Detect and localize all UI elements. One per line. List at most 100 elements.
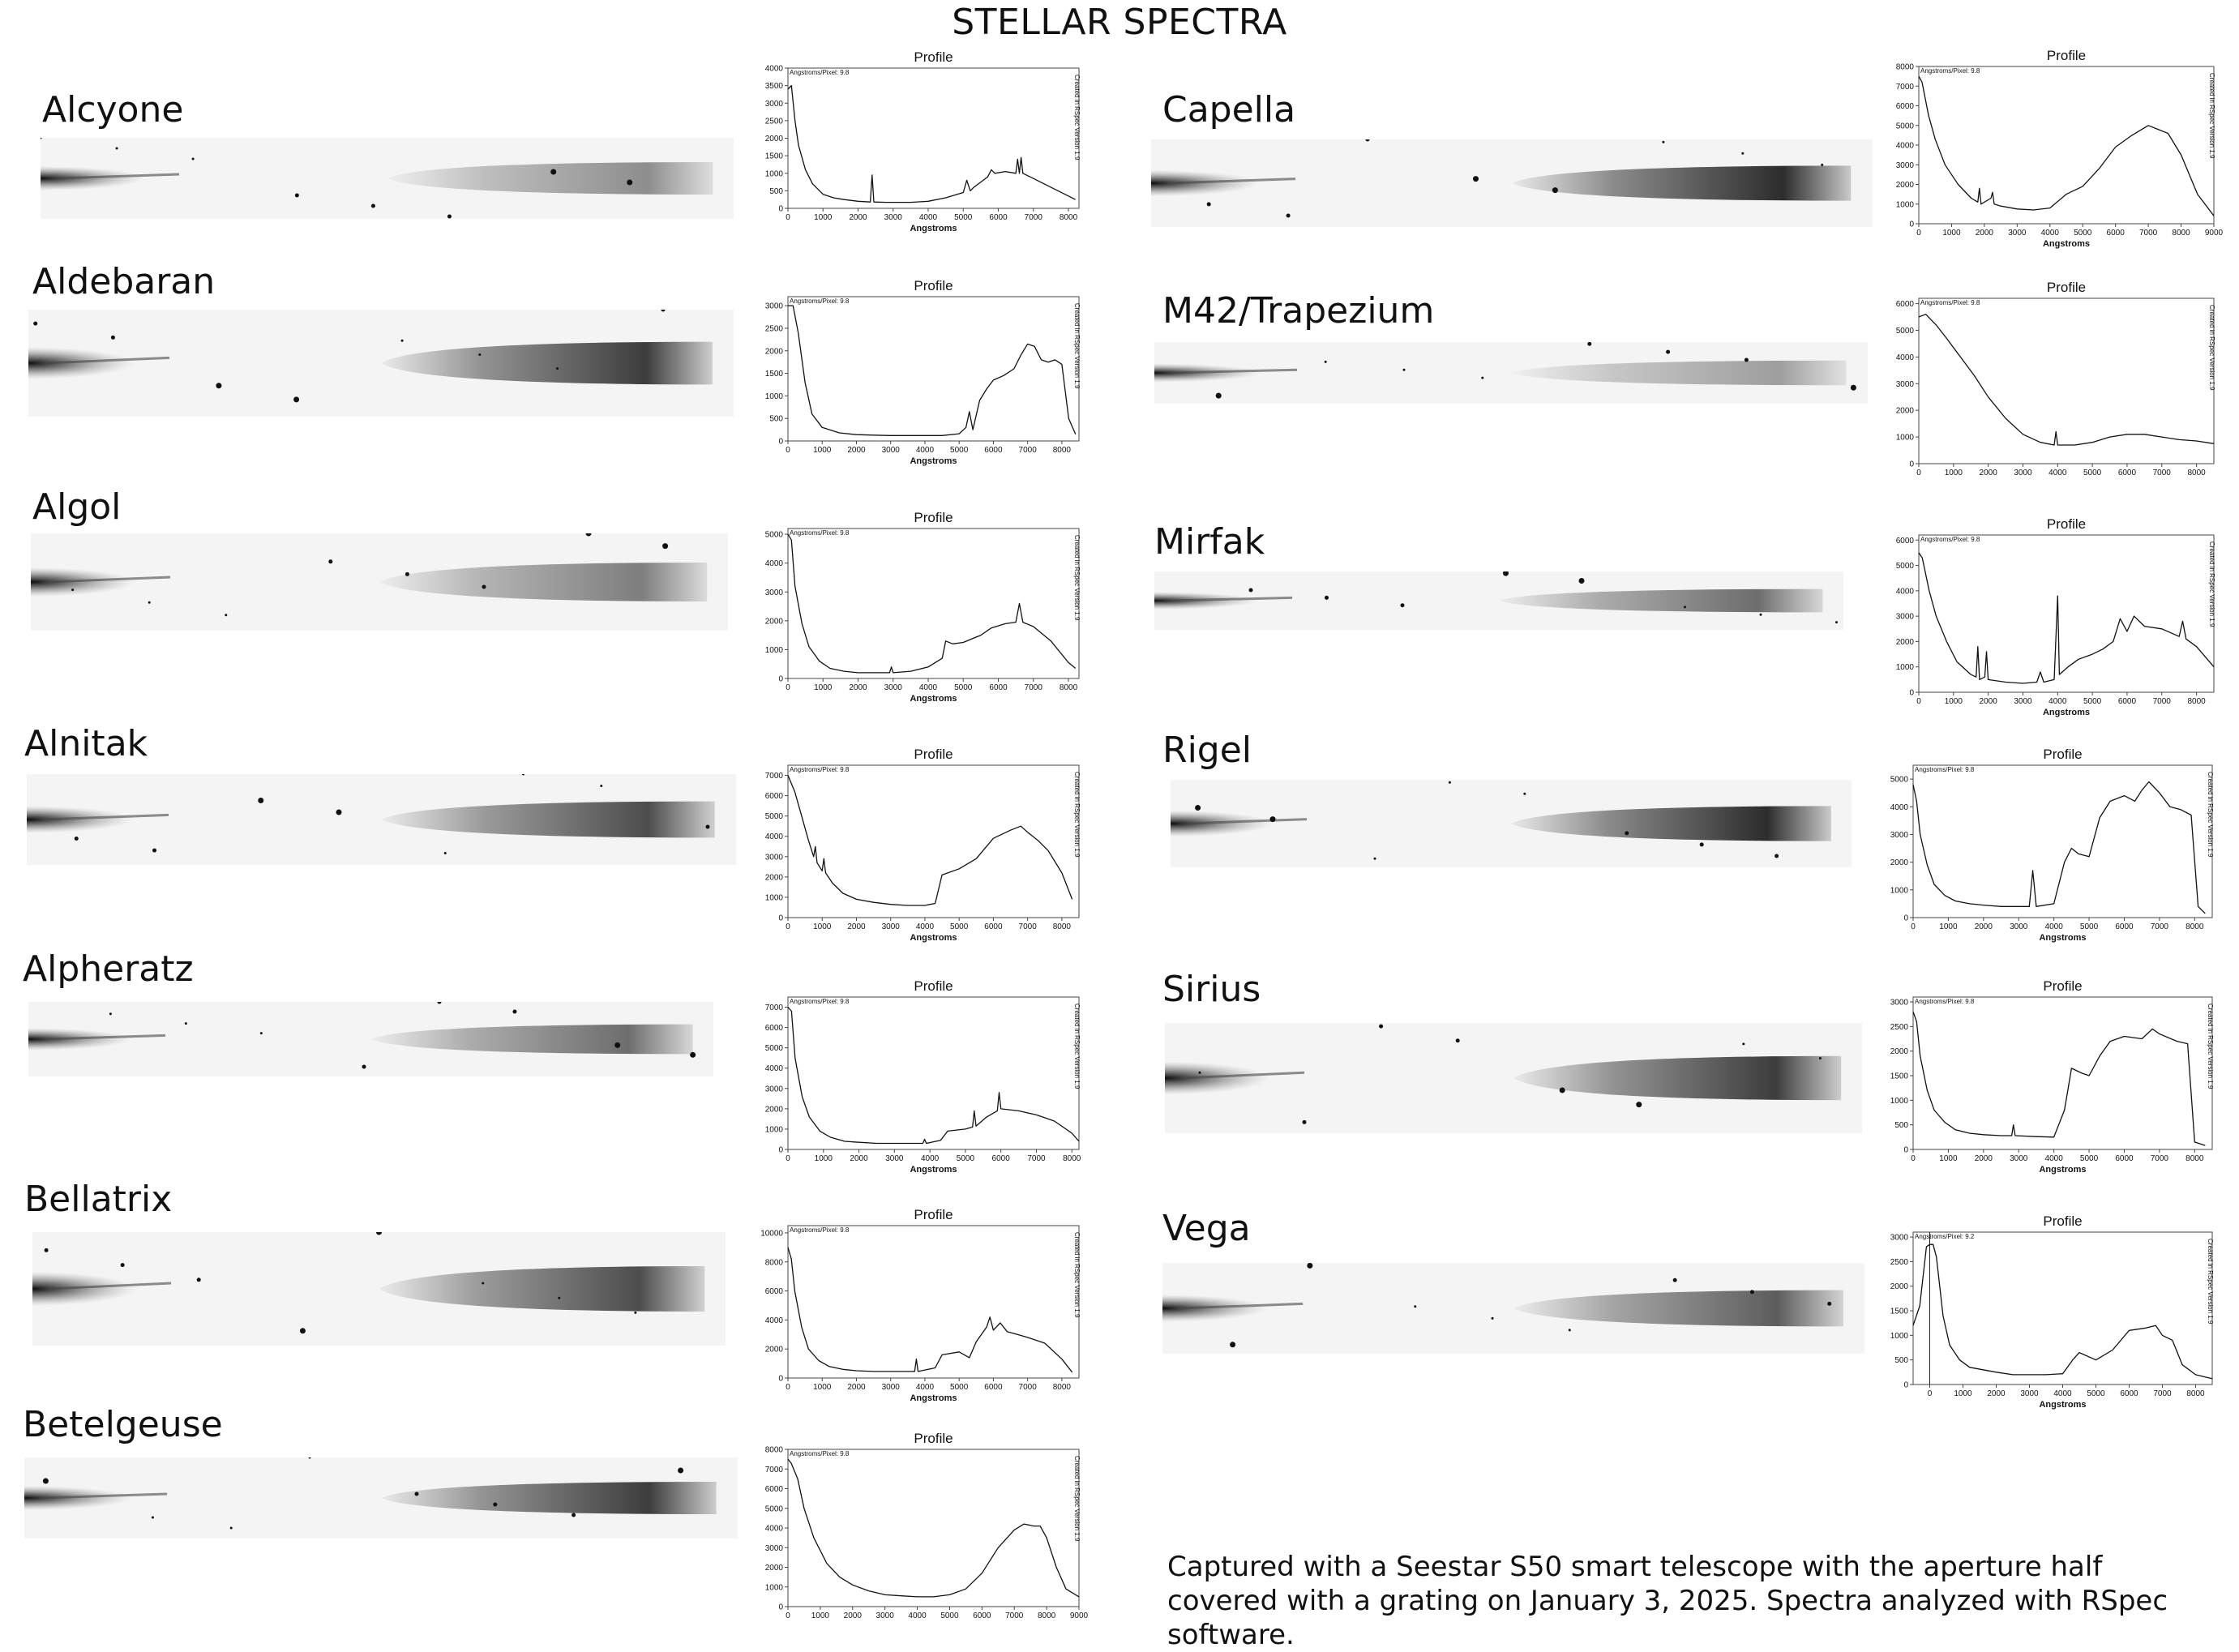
y-tick-label: 1500 (765, 152, 784, 161)
y-tick-label: 2000 (1896, 407, 1915, 416)
y-tick-label: 2000 (1890, 1282, 1909, 1291)
x-tick-label: 0 (1928, 1389, 1933, 1398)
x-tick-label: 8000 (2187, 469, 2206, 477)
chart-side-note: Created in RSpec Version 1.9 (1073, 75, 1081, 160)
x-tick-label: 0 (786, 683, 790, 692)
y-tick-label: 2000 (765, 617, 784, 626)
x-tick-label: 7000 (1025, 213, 1043, 222)
star-name-vega: Vega (1162, 1208, 1251, 1249)
x-tick-label: 7000 (1019, 446, 1038, 455)
y-tick-label: 2000 (765, 1105, 784, 1114)
x-tick-label: 5000 (2074, 229, 2092, 238)
chart-header: Angstroms/Pixel: 9.8 (790, 1450, 850, 1457)
y-tick-label: 8000 (765, 1258, 784, 1267)
x-tick-label: 4000 (2045, 1154, 2064, 1163)
chart-title: Profile (2047, 48, 2086, 63)
y-tick-label: 6000 (765, 1287, 784, 1296)
plot-frame (1912, 996, 2213, 1150)
x-tick-label: 1000 (1945, 469, 1963, 477)
y-tick-label: 1500 (1890, 1307, 1909, 1316)
x-tick-label: 5000 (2080, 1154, 2099, 1163)
x-axis-label: Angstroms (910, 1393, 957, 1403)
y-tick-label: 3000 (1896, 613, 1915, 622)
spectrum-image-rigel (1171, 780, 1852, 867)
x-axis-label: Angstroms (2039, 1165, 2086, 1175)
profile-chart-alcyone: Profile Angstroms/Pixel: 9.8 Created in RS… (754, 49, 1090, 233)
y-tick-label: 3000 (1896, 380, 1915, 389)
y-tick-label: 0 (778, 1603, 783, 1612)
y-tick-label: 3500 (765, 82, 784, 91)
x-tick-label: 1000 (811, 1611, 830, 1620)
y-tick-label: 7000 (765, 772, 784, 781)
chart-header: Angstroms/Pixel: 9.8 (790, 69, 850, 76)
plot-frame (1912, 764, 2213, 918)
y-tick-label: 7000 (1896, 83, 1915, 92)
x-tick-label: 7000 (2151, 922, 2169, 931)
chart-header: Angstroms/Pixel: 9.8 (1915, 766, 1975, 773)
x-tick-label: 7000 (1005, 1611, 1024, 1620)
x-tick-label: 3000 (882, 446, 901, 455)
x-tick-label: 3000 (2010, 1154, 2028, 1163)
spectrum-image-algol (31, 533, 728, 631)
y-tick-label: 2000 (1896, 181, 1915, 190)
x-tick-label: 0 (1911, 1154, 1916, 1163)
x-axis-label: Angstroms (2043, 239, 2090, 249)
y-tick-label: 3000 (1890, 1234, 1909, 1243)
plot-frame (1918, 66, 2215, 225)
x-tick-label: 9000 (2205, 229, 2224, 238)
star-name-m42-trapezium: M42/Trapezium (1162, 290, 1435, 332)
y-tick-label: 2500 (765, 117, 784, 126)
y-tick-label: 3000 (765, 1085, 784, 1093)
profile-line (787, 533, 1077, 674)
y-tick-label: 3000 (765, 1544, 784, 1553)
star-name-rigel: Rigel (1162, 730, 1252, 771)
x-tick-label: 7000 (2153, 469, 2172, 477)
spectrum-image-betelgeuse (24, 1457, 738, 1539)
profile-chart-vega: Profile Angstroms/Pixel: 9.2 Created in RS… (1879, 1213, 2224, 1410)
x-tick-label: 2000 (1980, 469, 1998, 477)
y-tick-label: 2500 (765, 324, 784, 333)
x-tick-label: 8000 (1038, 1611, 1056, 1620)
chart-header: Angstroms/Pixel: 9.8 (790, 529, 850, 537)
x-axis-label: Angstroms (910, 224, 957, 233)
y-tick-label: 0 (778, 675, 783, 684)
x-tick-label: 6000 (984, 446, 1003, 455)
x-tick-label: 9000 (1070, 1611, 1089, 1620)
x-tick-label: 5000 (950, 922, 969, 931)
y-tick-label: 4000 (765, 1316, 784, 1325)
y-tick-label: 2000 (765, 135, 784, 143)
x-tick-label: 1000 (814, 683, 833, 692)
star-name-bellatrix: Bellatrix (24, 1179, 173, 1220)
x-tick-label: 8000 (1060, 213, 1078, 222)
x-tick-label: 2000 (849, 683, 867, 692)
chart-side-note: Created in RSpec Version 1.9 (1073, 1004, 1081, 1089)
x-tick-label: 4000 (916, 446, 935, 455)
chart-header: Angstroms/Pixel: 9.8 (1920, 536, 1980, 543)
x-tick-label: 1000 (814, 213, 833, 222)
y-tick-label: 1500 (1890, 1072, 1909, 1081)
y-tick-label: 1000 (765, 893, 784, 902)
x-tick-label: 6000 (2118, 697, 2137, 706)
chart-side-note: Created in RSpec Version 1.9 (2208, 305, 2215, 391)
chart-title: Profile (914, 510, 953, 525)
x-tick-label: 1000 (1942, 229, 1961, 238)
x-tick-label: 4000 (2045, 922, 2064, 931)
y-tick-label: 500 (1894, 1121, 1908, 1130)
x-tick-label: 8000 (1053, 446, 1072, 455)
y-tick-label: 1000 (1896, 200, 1915, 209)
star-name-algol: Algol (32, 486, 122, 528)
chart-side-note: Created in RSpec Version 1.9 (1073, 1232, 1081, 1318)
x-tick-label: 4000 (2053, 1389, 2072, 1398)
chart-side-note: Created in RSpec Version 1.9 (1073, 535, 1081, 621)
x-tick-label: 5000 (2083, 697, 2102, 706)
chart-title: Profile (914, 747, 953, 762)
y-tick-label: 7000 (765, 1004, 784, 1012)
x-tick-label: 4000 (921, 1154, 940, 1163)
x-tick-label: 8000 (2172, 229, 2190, 238)
y-tick-label: 2000 (765, 1564, 784, 1573)
y-tick-label: 500 (769, 187, 783, 196)
chart-side-note: Created in RSpec Version 1.9 (2207, 772, 2214, 858)
spectrum-image-capella (1151, 139, 1873, 227)
chart-side-note: Created in RSpec Version 1.9 (2208, 73, 2215, 159)
chart-title: Profile (2043, 978, 2082, 994)
